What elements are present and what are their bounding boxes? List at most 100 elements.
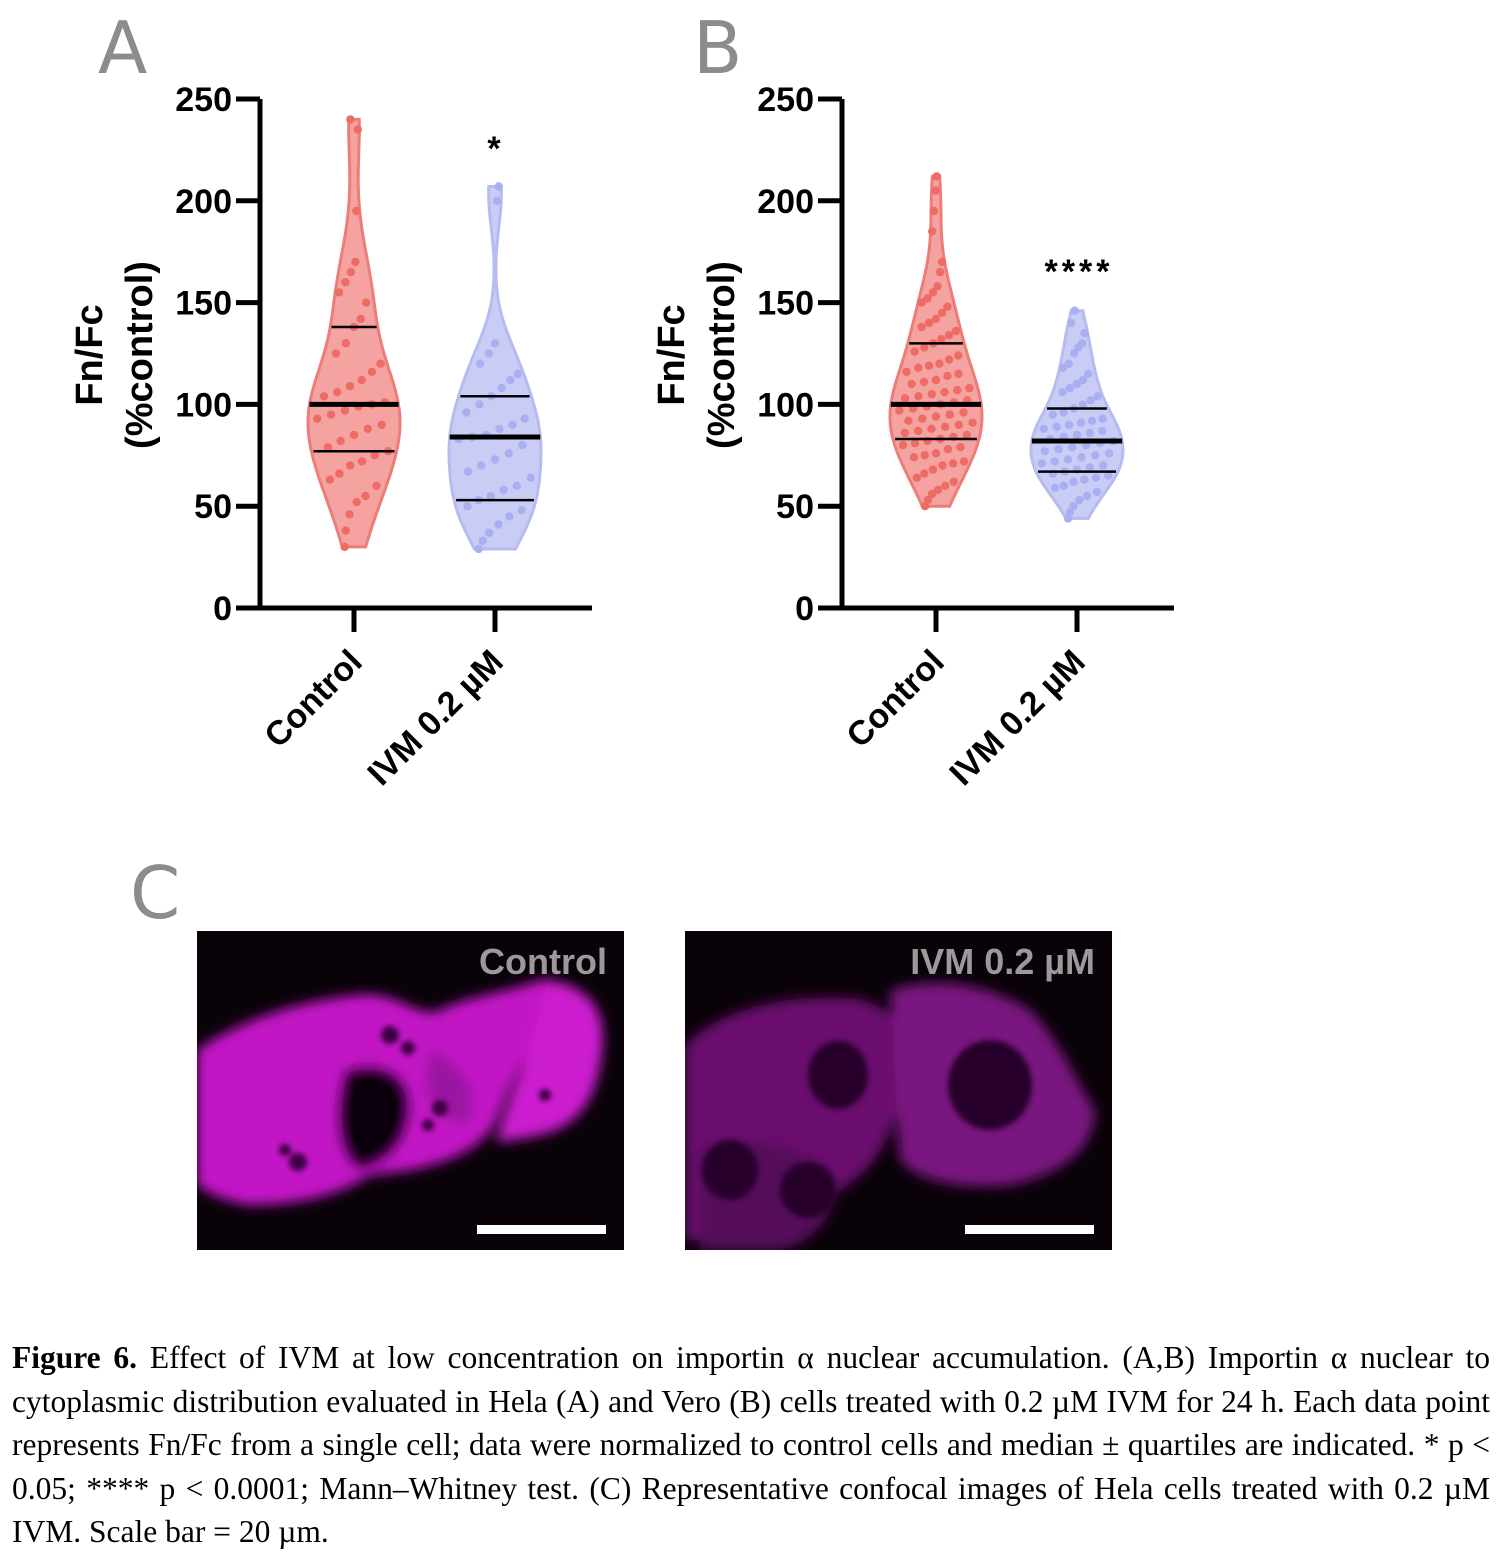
category-label: Control [257, 643, 369, 755]
data-point [902, 367, 911, 376]
data-point [475, 359, 485, 368]
data-point [323, 443, 333, 452]
data-point [938, 461, 947, 470]
data-point [1052, 422, 1061, 431]
data-point [1072, 379, 1082, 389]
data-point [1080, 475, 1089, 484]
data-point [352, 497, 361, 507]
data-point [895, 406, 904, 415]
data-point [1077, 453, 1086, 462]
data-point [927, 424, 936, 433]
data-point [334, 288, 344, 297]
data-point [909, 453, 919, 462]
data-point [914, 392, 923, 401]
data-point [492, 196, 502, 205]
data-point [341, 278, 350, 287]
data-point [1050, 457, 1059, 466]
data-point [494, 520, 503, 529]
data-point [1085, 428, 1095, 438]
data-point [1098, 426, 1107, 436]
data-point [313, 414, 322, 423]
data-point [346, 267, 356, 277]
data-point [370, 451, 379, 460]
data-point [1040, 447, 1050, 456]
data-point [499, 485, 508, 495]
data-point [335, 469, 344, 478]
data-point [1087, 416, 1097, 425]
data-point [1104, 449, 1114, 458]
data-point [512, 481, 521, 490]
data-point [1059, 481, 1069, 490]
data-point [943, 371, 952, 381]
data-point [933, 485, 943, 495]
data-point [1093, 392, 1102, 401]
data-point [1068, 443, 1077, 452]
data-point [1069, 477, 1078, 486]
data-point [1091, 451, 1100, 460]
significance-marker: **** [1045, 253, 1114, 291]
data-point [913, 426, 923, 436]
data-point [333, 388, 342, 397]
data-point [1037, 459, 1046, 468]
data-point [924, 318, 934, 328]
data-point [910, 438, 920, 448]
data-point [372, 481, 381, 490]
data-point [931, 314, 941, 324]
violin-body [447, 185, 543, 551]
data-point [1059, 408, 1068, 417]
data-point [1077, 339, 1087, 348]
data-point [357, 457, 367, 466]
y-tick-label: 200 [175, 183, 232, 221]
y-tick-label: 100 [175, 386, 232, 424]
confocal-image-control [197, 931, 624, 1250]
data-point [923, 495, 932, 505]
data-point [914, 363, 923, 372]
y-axis-title-line1: Fn/Fc [69, 304, 111, 405]
y-tick-label: 50 [776, 488, 814, 526]
data-point [919, 377, 929, 387]
data-point [928, 227, 937, 236]
figure: A B C 0 50 100 150 200 250 Fn/Fc (%control) C… [69, 6, 1174, 1250]
data-point [478, 536, 487, 545]
data-point [518, 440, 527, 450]
data-point [485, 528, 494, 537]
data-point [965, 383, 974, 393]
data-point [340, 406, 350, 415]
data-point [484, 349, 493, 358]
data-point [1083, 491, 1092, 501]
data-point [917, 322, 926, 332]
data-point [486, 491, 495, 501]
data-point [954, 369, 963, 379]
data-point [376, 359, 385, 368]
data-point [345, 510, 354, 519]
data-point [1080, 328, 1089, 338]
data-point [490, 339, 500, 348]
image-label-ivm: IVM 0.2 µM [910, 941, 1095, 982]
data-point [959, 457, 969, 466]
data-point [1075, 495, 1084, 505]
y-tick-label: 0 [795, 590, 814, 628]
data-point [924, 361, 934, 370]
data-point [517, 506, 526, 515]
data-point [495, 424, 504, 433]
data-point [917, 298, 926, 307]
data-point [1086, 396, 1096, 405]
data-point [505, 512, 514, 521]
data-point [477, 461, 486, 470]
data-point [1054, 445, 1063, 454]
scale-bar [965, 1225, 1094, 1234]
data-point [943, 302, 952, 311]
data-point [1078, 400, 1088, 409]
data-point [356, 314, 365, 324]
data-point [520, 414, 529, 423]
data-point [377, 420, 386, 429]
data-point [920, 343, 929, 352]
data-point [331, 349, 341, 358]
data-point [346, 115, 355, 124]
data-point [1091, 473, 1101, 482]
data-point [931, 186, 940, 195]
data-point [513, 369, 523, 379]
confocal-image-ivm [685, 931, 1112, 1250]
data-point [937, 257, 947, 267]
y-tick-label: 200 [757, 183, 814, 221]
